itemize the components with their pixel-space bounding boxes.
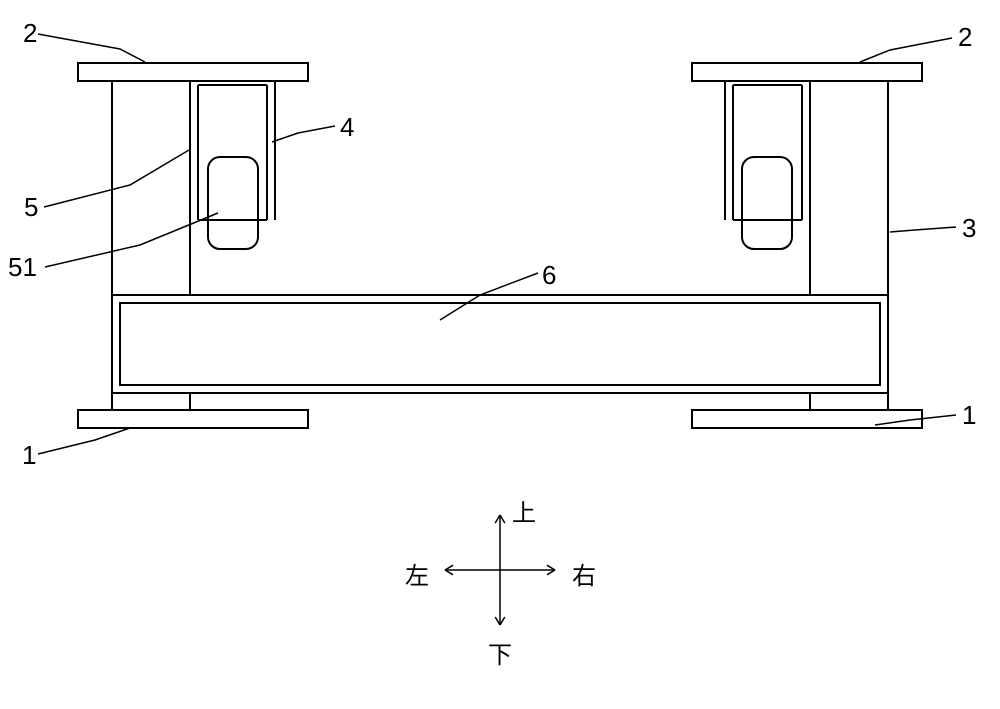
- compass-left: 左: [405, 556, 429, 591]
- label-2-right: 2: [958, 22, 972, 53]
- compass-up: 上: [512, 493, 536, 528]
- diagram-svg: [0, 0, 1000, 709]
- label-2-left: 2: [23, 18, 37, 49]
- label-5: 5: [24, 192, 38, 223]
- label-1-left: 1: [22, 440, 36, 471]
- compass-down: 下: [488, 635, 512, 670]
- compass-right: 右: [572, 556, 596, 591]
- label-4: 4: [340, 112, 354, 143]
- label-6: 6: [542, 260, 556, 291]
- label-51: 51: [8, 252, 37, 283]
- label-1-right: 1: [962, 400, 976, 431]
- label-3: 3: [962, 213, 976, 244]
